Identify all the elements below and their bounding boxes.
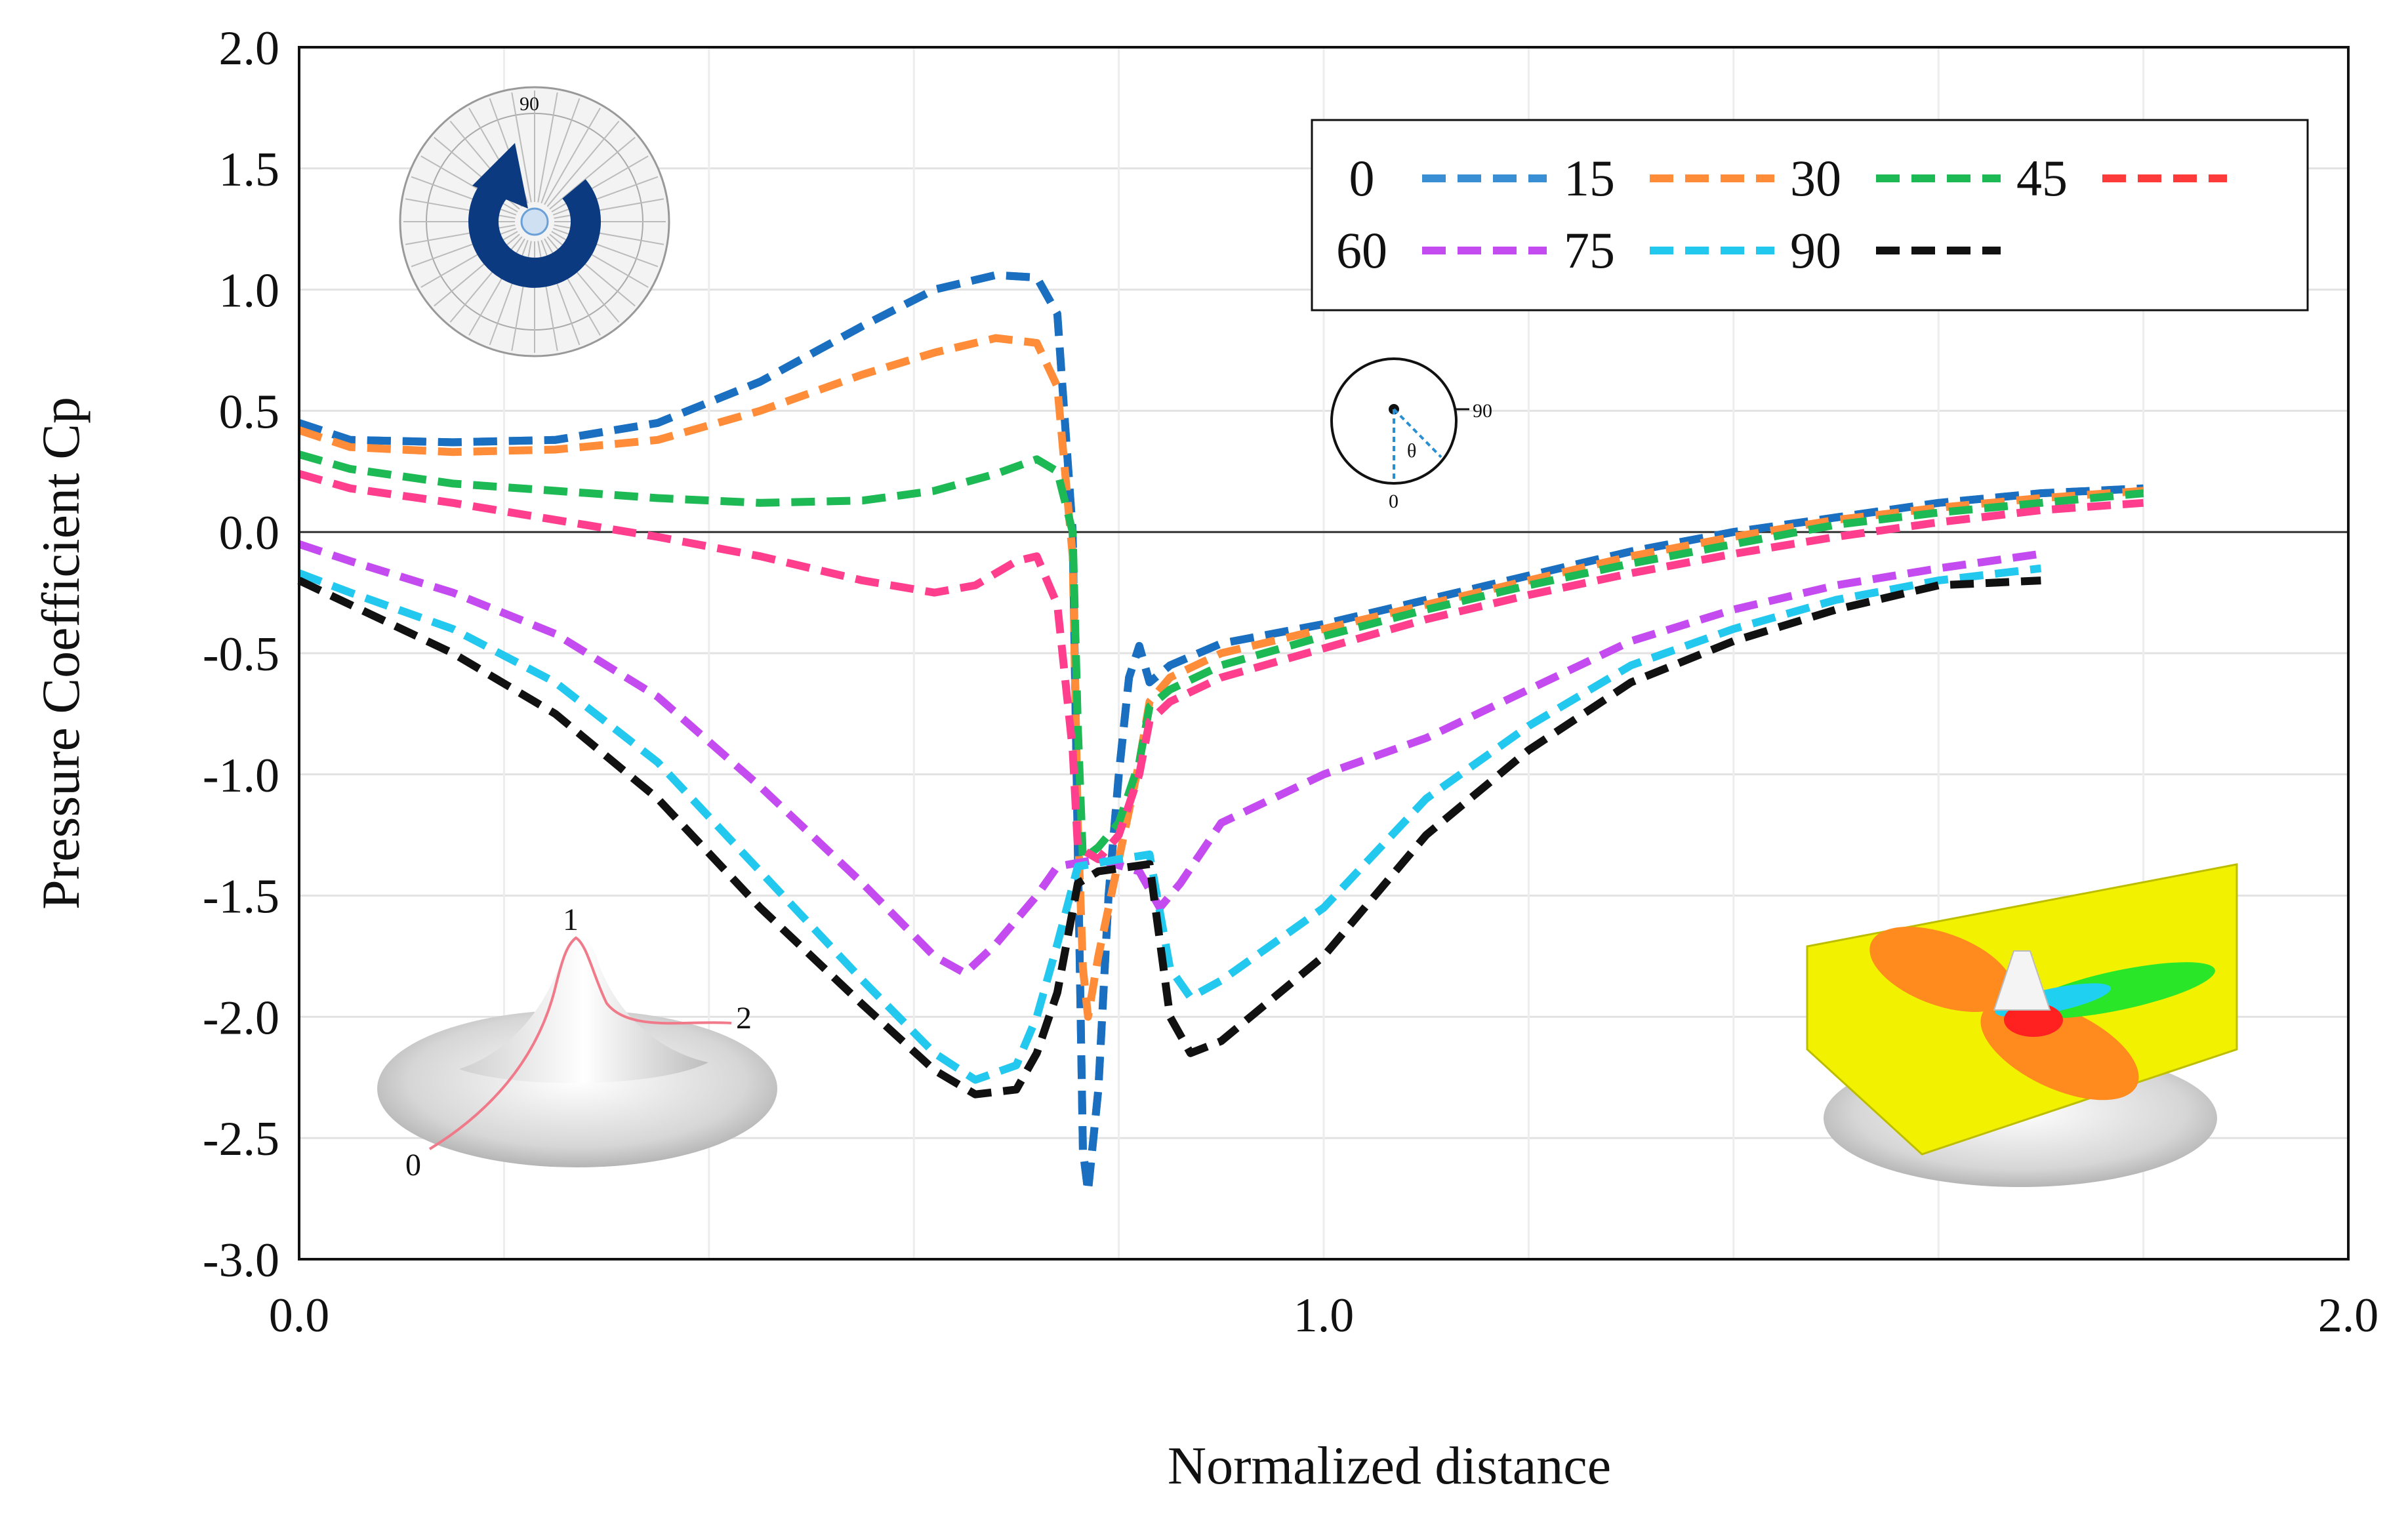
protractor-tick <box>541 98 581 204</box>
series-line-30 <box>298 334 2144 1021</box>
y-tick-label: 0.0 <box>219 506 280 560</box>
cone-label-0: 0 <box>405 1148 421 1182</box>
protractor-center <box>520 207 549 236</box>
cone-spire <box>459 938 708 1083</box>
protractor-tick <box>537 92 558 203</box>
protractor-label: 90 <box>520 93 539 115</box>
y-axis-title: Pressure Coefficient Cp <box>31 397 91 910</box>
legend-label: 90 <box>1790 222 1841 279</box>
y-tick-label: -0.5 <box>203 628 279 681</box>
series-line-60 <box>298 470 2144 864</box>
legend-entries: 0 15 30 45 60 75 90 <box>1336 150 2227 279</box>
protractor-tick <box>549 136 636 210</box>
legend-label: 15 <box>1564 150 1615 207</box>
contour-orange-lobe-1 <box>1869 927 2014 1012</box>
y-tick-label: -2.0 <box>203 991 279 1045</box>
legend: 0 15 30 45 60 75 90 <box>1311 119 2309 312</box>
protractor-tick <box>511 92 532 203</box>
y-tick-label: -1.5 <box>203 870 279 924</box>
legend-label: 60 <box>1336 222 1387 279</box>
y-tick-label: 1.5 <box>219 143 280 197</box>
y-tick-label: 1.0 <box>219 264 280 318</box>
x-tick-label: 2.0 <box>2318 1289 2379 1342</box>
y-tick-label: 2.0 <box>219 22 280 75</box>
section-radius-theta <box>1393 408 1442 458</box>
section-label-0: 0 <box>1389 491 1398 512</box>
y-tick-label: -1.0 <box>203 749 279 803</box>
protractor-tick <box>544 108 601 205</box>
y-tick-label: -2.5 <box>203 1112 279 1166</box>
legend-label: 30 <box>1790 150 1841 207</box>
legend-box <box>1311 119 2309 312</box>
cone-label-2: 2 <box>736 1001 752 1036</box>
y-tick-label: -3.0 <box>203 1234 279 1287</box>
series-line-unlabeled-7 <box>297 576 2041 1099</box>
contour-red-spot <box>2004 1003 2063 1037</box>
series-layer <box>297 271 2144 1196</box>
protractor-tick <box>546 121 620 207</box>
series-line-75 <box>298 540 2042 977</box>
cone-label-1: 1 <box>563 902 579 937</box>
plot-border <box>298 46 2350 1261</box>
x-tick-label: 1.0 <box>1294 1289 1355 1342</box>
y-tick-label: 0.5 <box>219 385 280 439</box>
series-line-15 <box>298 271 2144 1196</box>
cone-base <box>377 1010 777 1167</box>
rotation-arrow-icon <box>468 171 601 288</box>
contour-cone <box>1993 950 2051 1011</box>
y-tick-labels: 2.0 1.5 1.0 0.5 0.0 -0.5 -1.0 -1.5 -2.0 -2.5 -3.0 <box>203 22 279 1287</box>
x-tick-label: 0.0 <box>269 1289 330 1342</box>
cone-path-line <box>428 936 732 1150</box>
legend-label: 0 <box>1349 150 1375 207</box>
series-line-45 <box>298 451 2144 864</box>
section-circle-inset: 90 0 θ <box>1330 357 1492 512</box>
section-label-90: 90 <box>1473 400 1492 422</box>
x-tick-labels: 0.0 1.0 2.0 <box>269 1289 2379 1342</box>
rotation-arrowhead-icon <box>472 143 528 209</box>
legend-label: 75 <box>1564 222 1615 279</box>
legend-label: 45 <box>2016 150 2068 207</box>
contour-inset <box>1806 863 2238 1187</box>
section-angle-label: θ <box>1407 440 1416 462</box>
series-line-90 <box>297 564 2042 1084</box>
cone-inset: 0 1 2 <box>377 902 777 1182</box>
protractor-inset: 90 <box>399 86 670 357</box>
x-axis-title: Normalized distance <box>1168 1436 1611 1495</box>
